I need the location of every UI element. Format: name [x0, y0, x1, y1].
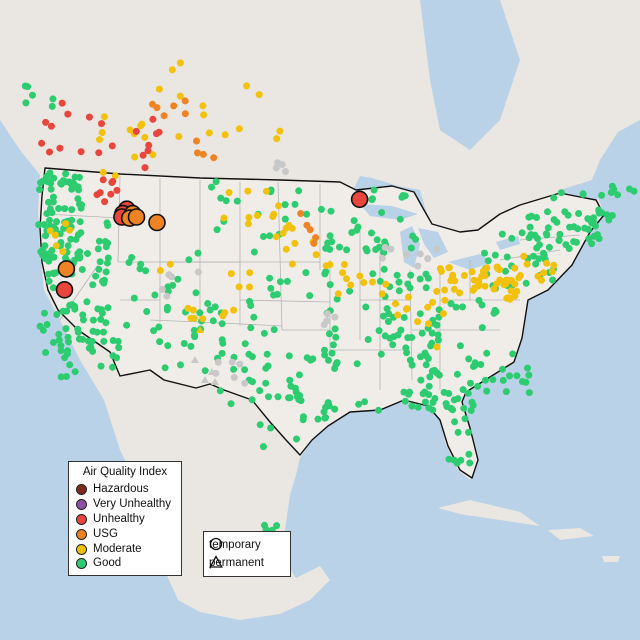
- unhealthy-swatch-icon: [76, 513, 87, 525]
- good-swatch-icon: [76, 557, 87, 569]
- large-monitor-marker: [127, 208, 146, 226]
- legend-item-label: USG: [93, 528, 118, 540]
- legend-item-unhealthy: Unhealthy: [76, 512, 145, 526]
- us-border: [39, 167, 605, 479]
- monitor-type-legend: temporary permanent: [203, 531, 291, 577]
- hazardous-swatch-icon: [76, 483, 87, 495]
- usg-swatch-icon: [76, 528, 87, 540]
- triangle-icon: [209, 555, 223, 568]
- moderate-swatch-icon: [76, 543, 87, 555]
- large-monitor-marker: [57, 260, 76, 278]
- legend-title: Air Quality Index: [82, 466, 168, 478]
- highlighted-monitor-markers: [55, 190, 369, 299]
- aqi-legend: Air Quality Index Hazardous Very Unhealt…: [68, 461, 182, 576]
- legend-item-label: Moderate: [93, 543, 142, 555]
- large-monitor-marker: [350, 190, 369, 209]
- legend-item-moderate: Moderate: [76, 542, 142, 556]
- monitor-markers: [21, 59, 638, 556]
- legend-item-usg: USG: [76, 527, 118, 541]
- legend-item-permanent: permanent: [209, 555, 264, 571]
- legend-item-hazardous: Hazardous: [76, 482, 149, 496]
- very-unhealthy-swatch-icon: [76, 498, 87, 510]
- circle-icon: [209, 537, 223, 551]
- large-monitor-marker: [148, 213, 166, 232]
- legend-item-very-unhealthy: Very Unhealthy: [76, 497, 171, 511]
- legend-item-label: Good: [93, 557, 122, 569]
- legend-item-good: Good: [76, 556, 121, 570]
- large-monitor-marker: [55, 280, 74, 299]
- permanent-monitor-markers: [191, 326, 219, 385]
- legend-item-label: Unhealthy: [93, 513, 145, 525]
- legend-item-label: Hazardous: [93, 483, 149, 495]
- legend-item-label: permanent: [209, 557, 264, 569]
- legend-item-label: temporary: [209, 539, 261, 551]
- legend-item-temporary: temporary: [209, 537, 261, 553]
- legend-item-label: Very Unhealthy: [93, 498, 171, 510]
